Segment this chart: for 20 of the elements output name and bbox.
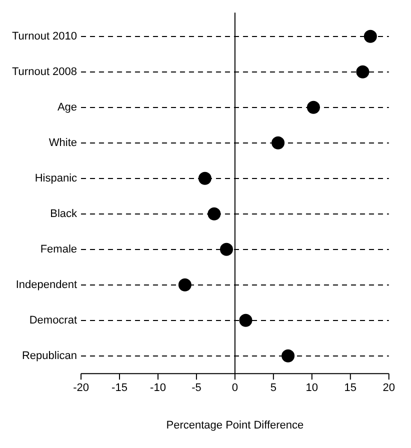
y-tick-label: Hispanic	[34, 172, 78, 184]
x-tick-label: -20	[73, 382, 89, 394]
x-tick-label: 20	[382, 382, 396, 394]
y-tick-label: Black	[50, 208, 78, 220]
x-tick-label: 15	[344, 382, 357, 394]
y-tick-label: Age	[57, 101, 78, 114]
y-tick-label: Female	[40, 243, 78, 256]
y-tick-label: Turnout 2010	[12, 30, 78, 42]
x-tick-label: -15	[112, 382, 128, 394]
x-tick-label: -5	[192, 382, 202, 394]
y-tick-label: White	[48, 136, 78, 149]
x-tick-label: 10	[306, 382, 318, 394]
x-tick-label: 5	[270, 382, 276, 394]
y-tick-label: Republican	[22, 350, 78, 362]
y-tick-label: Democrat	[29, 314, 78, 326]
x-tick-label: 0	[232, 382, 238, 394]
x-axis-title: Percentage Point Difference	[166, 419, 304, 432]
x-tick-label: -10	[150, 382, 166, 394]
y-tick-label: Turnout 2008	[12, 66, 78, 78]
y-tick-label: Independent	[16, 278, 78, 291]
